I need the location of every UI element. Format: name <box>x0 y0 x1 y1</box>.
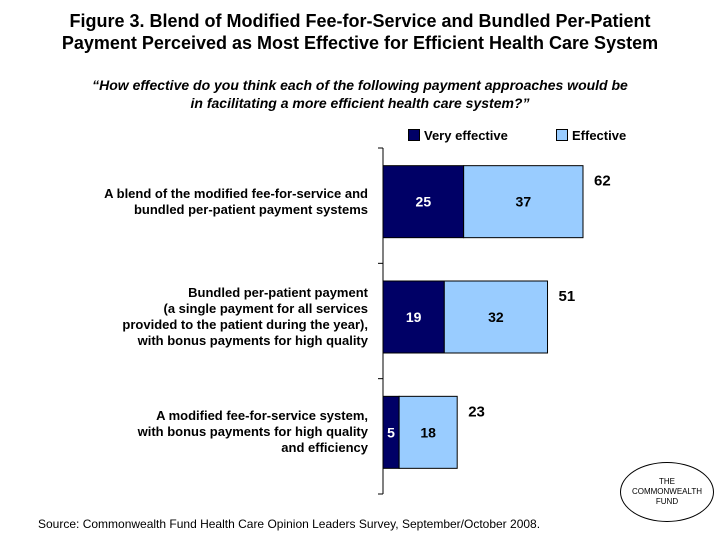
bar-value-label: 37 <box>516 194 532 210</box>
bar-value-label: 32 <box>488 309 504 325</box>
commonwealth-fund-logo: THE COMMONWEALTH FUND <box>620 462 714 522</box>
bar-value-label: 18 <box>420 424 436 440</box>
bar-very-effective <box>382 280 445 354</box>
category-label-line: (a single payment for all services <box>163 301 368 316</box>
source-note: Source: Commonwealth Fund Health Care Op… <box>38 517 541 531</box>
category-label-line: bundled per-patient payment systems <box>133 201 368 217</box>
category-label: A modified fee-for-service system, with b… <box>138 408 368 456</box>
bar-total-label: 62 <box>594 173 611 190</box>
chart-title-line-2: Payment Perceived as Most Effective for … <box>61 33 659 53</box>
legend-item-effective: Effective <box>556 128 626 143</box>
category-label-line: with bonus payments for high quality <box>137 333 368 348</box>
chart-title: Figure 3. Blend of Modified Fee-for-Serv… <box>0 10 720 54</box>
bar-total-label: 51 <box>559 288 576 305</box>
category-label: A blend of the modified fee-for-service … <box>104 186 368 218</box>
category-label-line: with bonus payments for high quality <box>137 424 368 440</box>
category-label-line: A blend of the modified fee-for-service … <box>104 185 368 201</box>
category-label-line: provided to the patient during the year)… <box>122 317 368 332</box>
bar-total-label: 23 <box>468 403 485 420</box>
bar-effective <box>463 165 584 239</box>
survey-question: “How effective do you think each of the … <box>20 76 700 112</box>
legend-swatch-very-effective <box>408 129 420 141</box>
bar-value-label: 25 <box>416 194 432 210</box>
bar-value-label: 5 <box>387 424 395 440</box>
category-label-line: Bundled per-patient payment <box>188 285 368 300</box>
category-label: Bundled per-patient payment (a single pay… <box>122 285 368 349</box>
legend-swatch-effective <box>556 129 568 141</box>
legend-label-very-effective: Very effective <box>424 128 508 143</box>
survey-question-line-1: “How effective do you think each of the … <box>92 77 628 93</box>
category-label-line: and efficiency <box>281 440 368 456</box>
legend-label-effective: Effective <box>572 128 627 143</box>
category-label-line: A modified fee-for-service system, <box>156 408 368 424</box>
bar-effective <box>443 280 549 354</box>
survey-question-line-2: in facilitating a more efficient health … <box>190 95 530 111</box>
bar-value-label: 19 <box>406 309 422 325</box>
legend-item-very-effective: Very effective <box>408 128 508 143</box>
bar-effective <box>398 395 458 469</box>
chart-title-line-1: Figure 3. Blend of Modified Fee-for-Serv… <box>69 11 651 31</box>
